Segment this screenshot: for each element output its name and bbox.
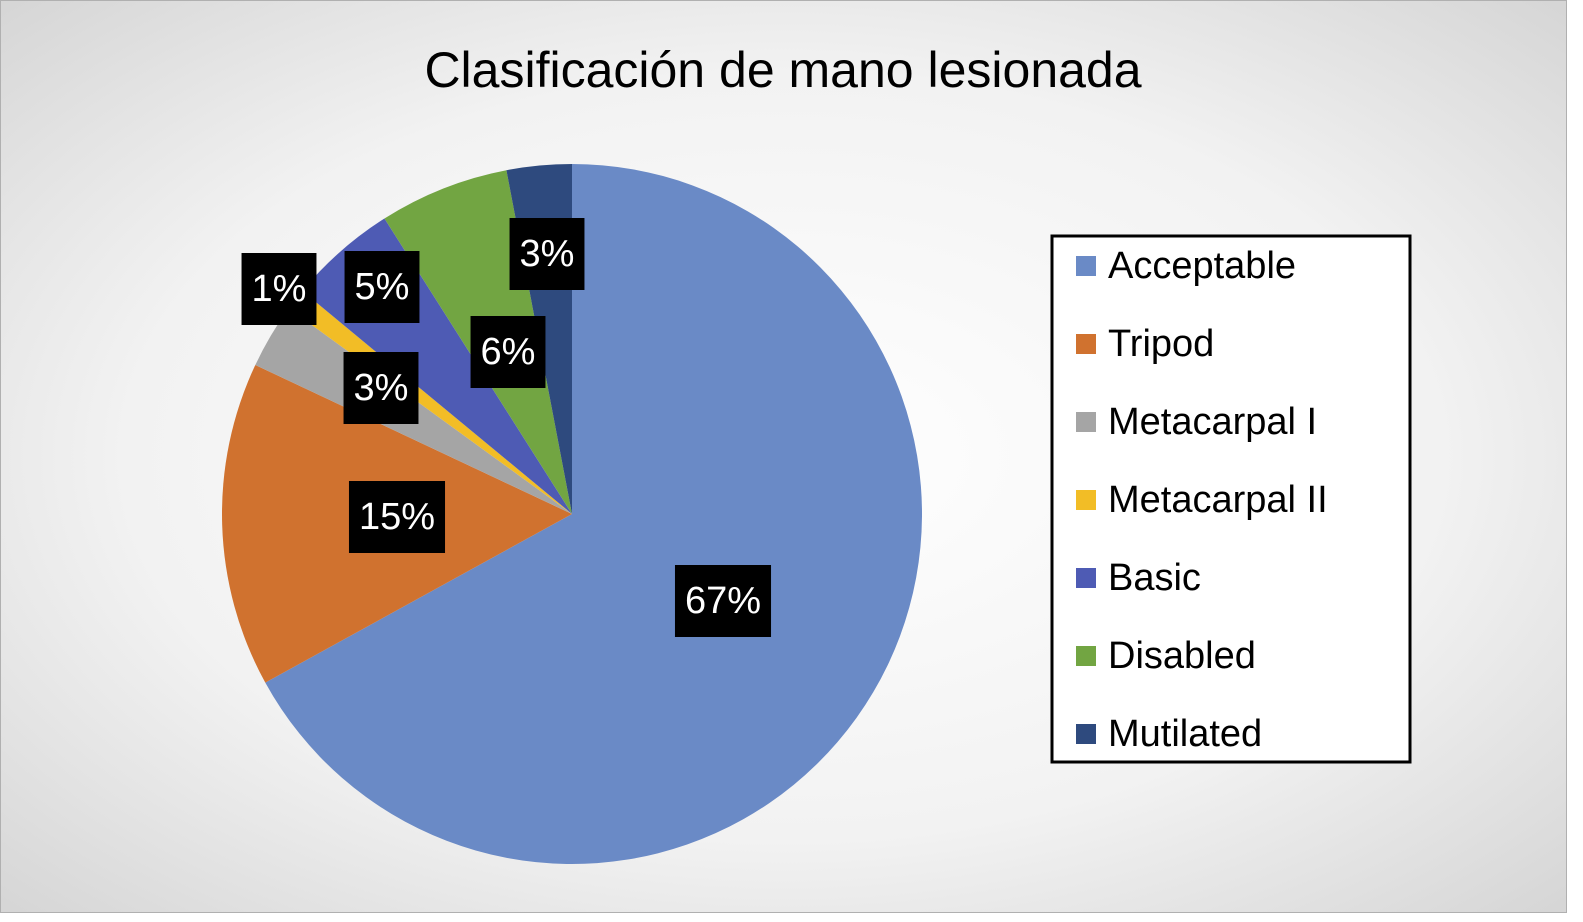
legend-label: Mutilated — [1108, 713, 1262, 755]
data-labels: 67% 15% 3% 1% 5% 6% 3% — [241, 218, 772, 637]
legend-swatch — [1076, 412, 1096, 432]
legend-label: Disabled — [1108, 635, 1256, 677]
data-label-box — [348, 481, 446, 553]
legend: Acceptable Tripod Metacarpal I Metacarpal I… — [1076, 245, 1328, 755]
data-label-box — [470, 316, 546, 388]
legend-label: Basic — [1108, 557, 1201, 599]
data-label-box — [674, 565, 772, 637]
data-label: 1% — [252, 268, 307, 310]
data-label-box — [343, 352, 419, 424]
data-label: 6% — [481, 331, 536, 373]
data-label-box — [241, 253, 317, 325]
legend-box — [1050, 234, 1412, 764]
legend-label: Metacarpal II — [1108, 479, 1328, 521]
legend-swatch — [1076, 568, 1096, 588]
data-label-box — [344, 251, 420, 323]
legend-swatch — [1076, 490, 1096, 510]
legend-swatch — [1076, 334, 1096, 354]
data-label: 3% — [520, 233, 575, 275]
pie-slice — [288, 290, 572, 514]
chart-title: Clasificación de mano lesionada — [424, 42, 1141, 98]
data-label: 67% — [685, 580, 761, 622]
legend-label: Tripod — [1108, 323, 1214, 365]
legend-label: Metacarpal I — [1108, 401, 1317, 443]
legend-swatch — [1076, 724, 1096, 744]
data-label: 3% — [354, 367, 409, 409]
data-label: 15% — [359, 496, 435, 538]
data-label: 5% — [355, 266, 410, 308]
legend-label: Acceptable — [1108, 245, 1296, 287]
pie-slice — [265, 164, 923, 864]
data-label-box — [509, 218, 585, 290]
legend-swatch — [1076, 646, 1096, 666]
legend-swatch — [1076, 256, 1096, 276]
